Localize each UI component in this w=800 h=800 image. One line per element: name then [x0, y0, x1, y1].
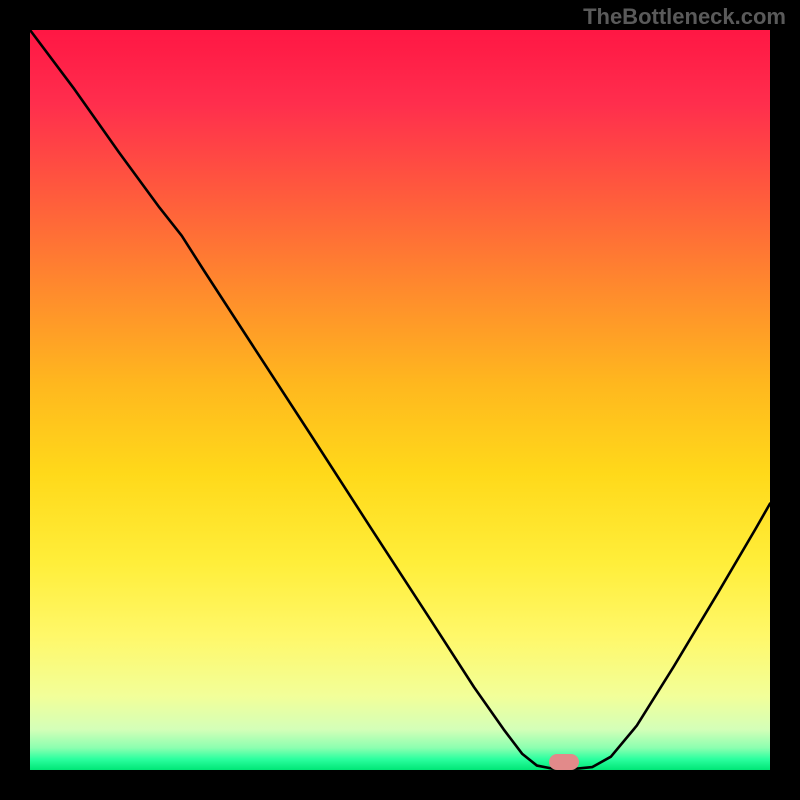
chart-container: TheBottleneck.com — [0, 0, 800, 800]
watermark-text: TheBottleneck.com — [583, 4, 786, 30]
optimal-marker — [549, 754, 579, 770]
plot-area — [30, 30, 770, 770]
bottleneck-curve — [30, 30, 770, 770]
